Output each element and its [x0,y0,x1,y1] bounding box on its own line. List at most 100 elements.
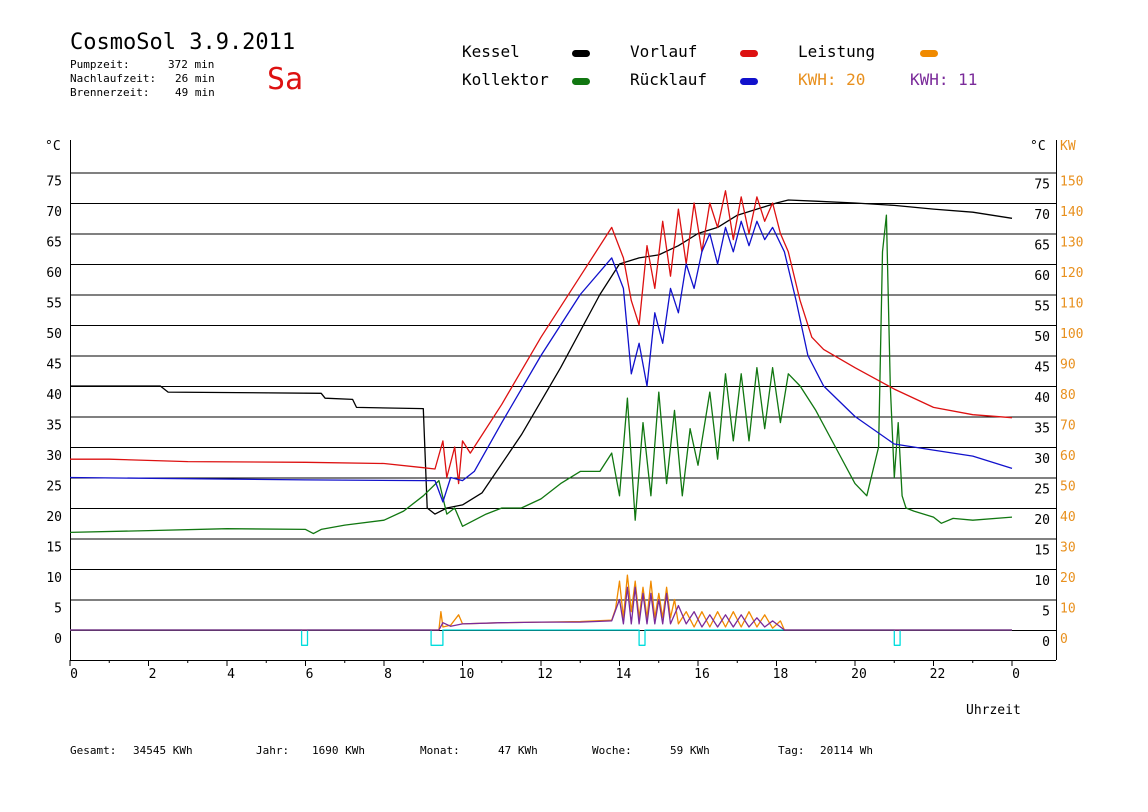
y-right-tick-label: 70 [1034,208,1050,223]
x-tick-label: 8 [384,667,392,682]
y-right-tick-label: 25 [1034,483,1050,498]
y-kw-tick-label: 70 [1060,419,1076,434]
y-right-unit: °C [1030,139,1046,154]
series-line-kessel [70,199,1013,515]
y-kw-tick-label: 90 [1060,358,1076,373]
footer-label: Gesamt: [70,744,117,757]
y-left-tick-label: 35 [46,419,62,434]
stat-value: 26 min [175,72,215,85]
y-right-tick-label: 55 [1034,300,1050,315]
y-right-tick-label: 50 [1034,330,1050,345]
y-left-tick-label: 55 [46,297,62,312]
y-right-tick-label: 5 [1042,605,1050,620]
y-right-tick-label: 65 [1034,239,1050,254]
footer-label: Jahr: [256,744,290,757]
y-left-unit: °C [45,139,61,154]
y-kw-unit: KW [1060,139,1076,154]
legend-swatch-vorlauf [740,50,758,57]
y-left-tick-label: 75 [46,175,62,190]
legend-label-kessel: Kessel [462,42,520,61]
legend-swatch-ruecklauf [740,78,758,85]
y-left-tick-label: 45 [46,358,62,373]
stat-label: Pumpzeit: [70,58,130,71]
legend-swatch-kessel [572,50,590,57]
y-right-tick-label: 30 [1034,452,1050,467]
x-tick-label: 0 [70,667,78,682]
series-line-kollektor [69,214,1013,535]
legend-label-ruecklauf: Rücklauf [630,70,708,89]
y-right-tick-label: 15 [1034,544,1050,559]
y-right-tick-label: 40 [1034,391,1050,406]
y-left-tick-label: 30 [46,449,62,464]
y-left-tick-label: 40 [46,388,62,403]
y-left-tick-label: 5 [54,602,62,617]
y-kw-tick-label: 40 [1060,510,1076,525]
y-left-tick-label: 50 [46,327,62,342]
y-kw-tick-label: 10 [1060,602,1076,617]
legend-label-kollektor: Kollektor [462,70,549,89]
y-kw-tick-label: 100 [1060,327,1083,342]
x-tick-label: 22 [930,667,946,682]
x-tick-label: 20 [851,667,867,682]
y-left-tick-label: 10 [46,571,62,586]
chart-title: CosmoSol 3.9.2011 [70,30,296,55]
series-line-rcklauf [69,220,1013,503]
y-kw-tick-label: 140 [1060,205,1083,220]
y-kw-tick-label: 150 [1060,175,1083,190]
legend-label-vorlauf: Vorlauf [630,42,698,61]
legend-label-leistung: Leistung [798,42,876,61]
stat-label: Nachlaufzeit: [70,72,157,85]
y-kw-tick-label: 20 [1060,571,1076,586]
footer-label: Tag: [778,744,805,757]
legend-swatch-kollektor [572,78,590,85]
chart-series [69,190,1013,646]
y-kw-tick-label: 30 [1060,541,1076,556]
footer-label: Monat: [420,744,460,757]
x-tick-label: 16 [694,667,710,682]
y-left-tick-label: 25 [46,480,62,495]
y-left-tick-label: 70 [46,205,62,220]
y-right-tick-label: 60 [1034,269,1050,284]
chart-grid [70,172,1056,631]
x-axis-label: Uhrzeit [966,703,1021,718]
footer-label: Woche: [592,744,632,757]
x-tick-label: 0 [1012,667,1020,682]
y-kw-tick-label: 110 [1060,297,1083,312]
weekday-label: Sa [267,62,304,97]
footer-value: 1690 KWh [312,744,365,757]
y-right-tick-label: 10 [1034,574,1050,589]
y-kw-tick-label: 130 [1060,236,1083,251]
y-kw-tick-label: 50 [1060,480,1076,495]
series-line-aux-6 [70,629,1012,646]
chart-axes [70,140,1057,661]
y-kw-tick-label: 120 [1060,266,1083,281]
y-kw-tick-label: 60 [1060,449,1076,464]
y-left-tick-label: 60 [46,266,62,281]
footer-value: 34545 KWh [133,744,193,757]
x-tick-label: 12 [537,667,553,682]
footer-value: 20114 Wh [820,744,873,757]
stat-value: 372 min [168,58,215,71]
y-left-tick-label: 15 [46,541,62,556]
y-left-tick-label: 20 [46,510,62,525]
y-right-tick-label: 45 [1034,361,1050,376]
y-kw-tick-label: 0 [1060,632,1068,647]
y-left-tick-label: 0 [54,632,62,647]
kwh-total-1: KWH: 20 [798,70,866,89]
legend-swatch-leistung [920,50,938,57]
x-tick-label: 6 [306,667,314,682]
x-tick-label: 4 [227,667,235,682]
y-left-tick-label: 65 [46,236,62,251]
series-line-vorlauf [70,190,1013,485]
y-right-tick-label: 20 [1034,513,1050,528]
footer-value: 47 KWh [498,744,538,757]
y-right-tick-label: 0 [1042,635,1050,650]
stat-label: Brennerzeit: [70,86,150,99]
x-tick-label: 10 [459,667,475,682]
stat-value: 49 min [175,86,215,99]
series-line-aux-5 [70,586,1012,631]
kwh-total-2: KWH: 11 [910,70,978,89]
x-tick-label: 2 [149,667,157,682]
y-kw-tick-label: 80 [1060,388,1076,403]
